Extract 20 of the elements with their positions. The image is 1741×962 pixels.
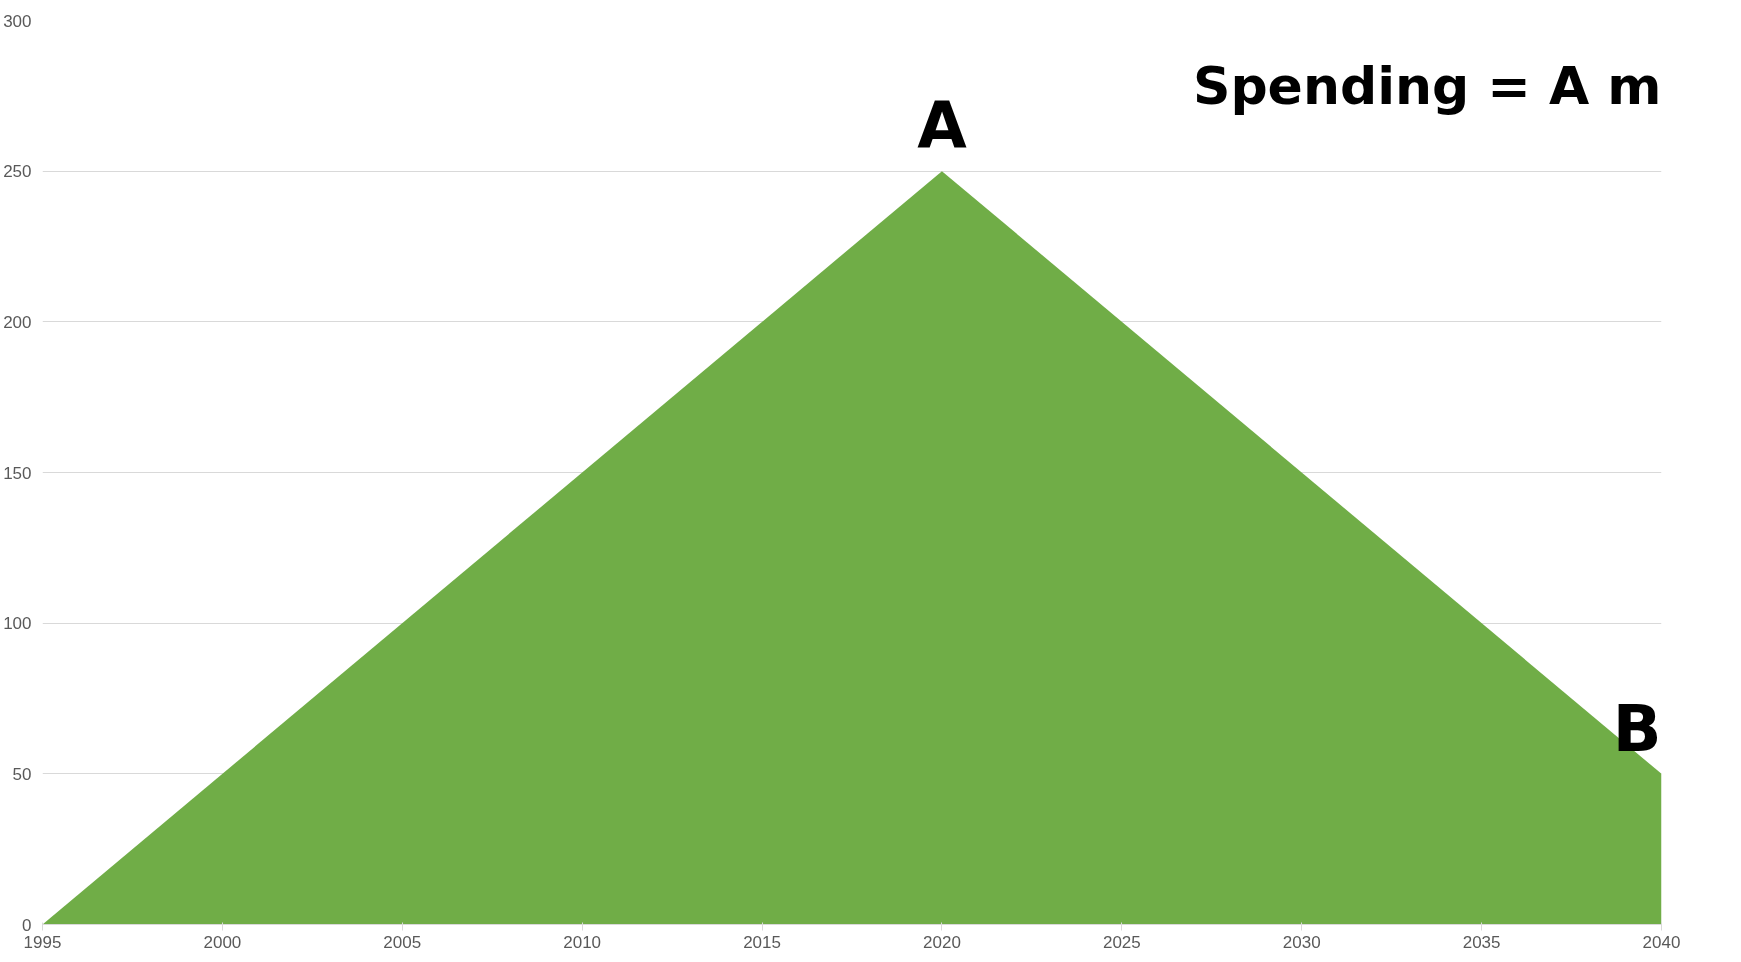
x-tick-label: 2030 <box>1282 932 1321 952</box>
y-tick-label: 200 <box>3 312 32 332</box>
x-tick-label: 2035 <box>1462 932 1501 952</box>
y-tick-label: 50 <box>12 764 32 784</box>
annotation: Spending = A m <box>1192 55 1662 116</box>
annotation: B <box>1612 691 1662 766</box>
y-tick-label: 150 <box>3 463 32 483</box>
x-tick-label: 2015 <box>743 932 781 952</box>
x-tick-label: 2040 <box>1642 932 1681 952</box>
y-tick-label: 0 <box>22 915 32 935</box>
y-tick-label: 250 <box>3 162 32 182</box>
annotation: A <box>917 89 968 164</box>
y-tick-label: 100 <box>3 614 32 634</box>
x-tick-label: 2025 <box>1102 932 1141 952</box>
x-tick-label: 2020 <box>923 932 961 952</box>
x-tick-label: 2010 <box>563 932 602 952</box>
x-tick-label: 1995 <box>23 932 62 952</box>
x-tick-label: 2000 <box>203 932 242 952</box>
y-tick-label: 300 <box>3 11 32 31</box>
x-tick-label: 2005 <box>383 932 422 952</box>
